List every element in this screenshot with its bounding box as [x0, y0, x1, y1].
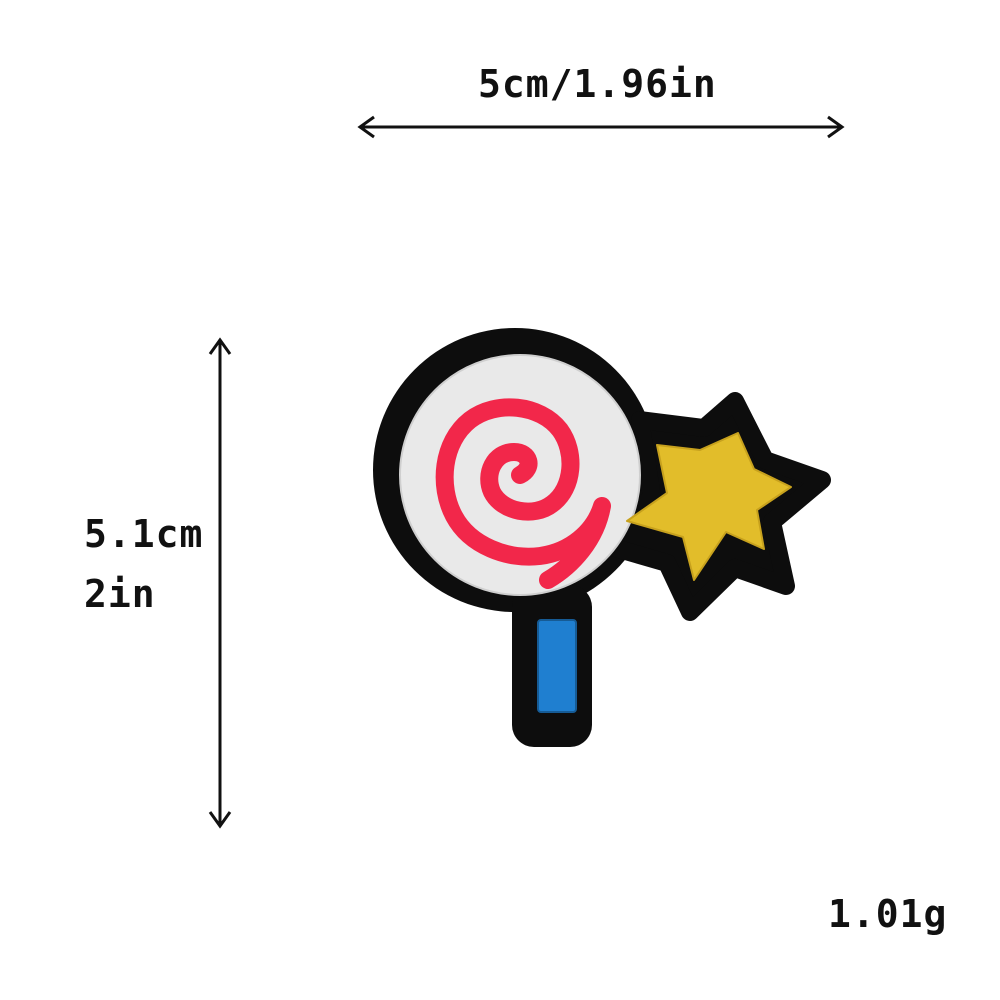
width-label: 5cm/1.96in — [478, 62, 717, 106]
weight-label: 1.01g — [828, 892, 948, 936]
candy-stick — [537, 619, 577, 713]
height-arrow — [208, 337, 232, 829]
star-icon — [626, 432, 792, 581]
height-label-in: 2in — [84, 572, 156, 616]
width-arrow — [357, 115, 845, 139]
height-label-cm: 5.1cm — [84, 512, 204, 556]
lollipop-patch — [373, 328, 831, 747]
candy-swirl — [435, 398, 611, 589]
